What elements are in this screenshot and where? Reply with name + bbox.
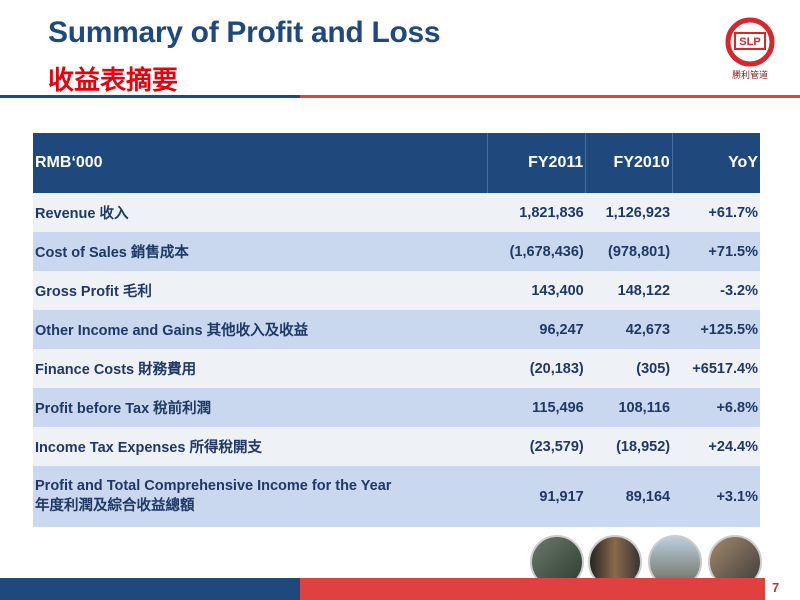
value-cell: 96,247	[487, 310, 586, 349]
footer-blue	[0, 578, 300, 600]
logo: SLP 勝利管道	[725, 17, 775, 80]
value-cell: (20,183)	[487, 349, 586, 388]
value-cell: 91,917	[487, 466, 586, 527]
subtitle: 收益表摘要	[48, 66, 179, 96]
title: Summary of Profit and Loss	[48, 16, 441, 49]
table-row: Gross Profit 毛利 143,400 148,122 -3.2%	[33, 271, 760, 310]
row-label: Revenue 收入	[33, 193, 488, 232]
row-label: Finance Costs 財務費用	[33, 349, 488, 388]
rule-blue	[0, 95, 300, 98]
row-label: Gross Profit 毛利	[33, 271, 488, 310]
column-header: YoY	[671, 133, 760, 193]
value-cell: +125.5%	[672, 310, 760, 349]
row-label: Profit before Tax 稅前利潤	[33, 388, 488, 427]
row-label: Cost of Sales 銷售成本	[33, 232, 488, 271]
value-cell: (1,678,436)	[487, 232, 586, 271]
footer-red	[300, 578, 765, 600]
value-cell: 108,116	[585, 388, 673, 427]
value-cell: +6517.4%	[672, 349, 760, 388]
pl-table: RMB‘000 FY2011 FY2010 YoY Revenue 收入 1,821,83…	[33, 133, 760, 527]
row-label: Other Income and Gains 其他收入及收益	[33, 310, 488, 349]
value-cell: -3.2%	[672, 271, 760, 310]
table-row: Profit before Tax 稅前利潤 115,496 108,116 +6.8…	[33, 388, 760, 427]
header-row: RMB‘000 FY2011 FY2010 YoY	[33, 133, 760, 193]
value-cell: +61.7%	[672, 193, 760, 232]
column-header: FY2011	[486, 133, 586, 193]
logo-mark: SLP	[739, 36, 760, 48]
value-cell: (23,579)	[487, 427, 586, 466]
value-cell: +6.8%	[672, 388, 760, 427]
table-row: Profit and Total Comprehensive Income fo…	[33, 466, 760, 527]
row-label: Income Tax Expenses 所得稅開支	[33, 427, 488, 466]
value-cell: +3.1%	[672, 466, 760, 527]
value-cell: 89,164	[585, 466, 673, 527]
value-cell: (18,952)	[585, 427, 673, 466]
value-cell: (305)	[585, 349, 673, 388]
column-header: RMB‘000	[33, 133, 488, 193]
logo-box	[734, 32, 766, 50]
value-cell: 115,496	[487, 388, 586, 427]
table-row: Other Income and Gains 其他收入及收益 96,247 42,6…	[33, 310, 760, 349]
logo-name: 勝利管道	[732, 69, 768, 80]
column-header: FY2010	[585, 133, 673, 193]
value-cell: 1,821,836	[487, 193, 586, 232]
row-label: Profit and Total Comprehensive Income fo…	[33, 466, 488, 527]
value-cell: (978,801)	[585, 232, 673, 271]
table-row: Finance Costs 財務費用 (20,183) (305) +6517.4%	[33, 349, 760, 388]
photos	[530, 535, 762, 589]
logo-ring	[725, 17, 775, 67]
value-cell: 42,673	[585, 310, 673, 349]
value-cell: +24.4%	[672, 427, 760, 466]
table-row: Cost of Sales 銷售成本 (1,678,436) (978,801) +7…	[33, 232, 760, 271]
value-cell: 148,122	[585, 271, 673, 310]
table-row: Revenue 收入 1,821,836 1,126,923 +61.7%	[33, 193, 760, 232]
value-cell: 143,400	[487, 271, 586, 310]
rule-red	[300, 95, 800, 98]
value-cell: +71.5%	[672, 232, 760, 271]
page-number: 7	[772, 580, 780, 595]
value-cell: 1,126,923	[585, 193, 673, 232]
table-row: Income Tax Expenses 所得稅開支 (23,579) (18,952…	[33, 427, 760, 466]
